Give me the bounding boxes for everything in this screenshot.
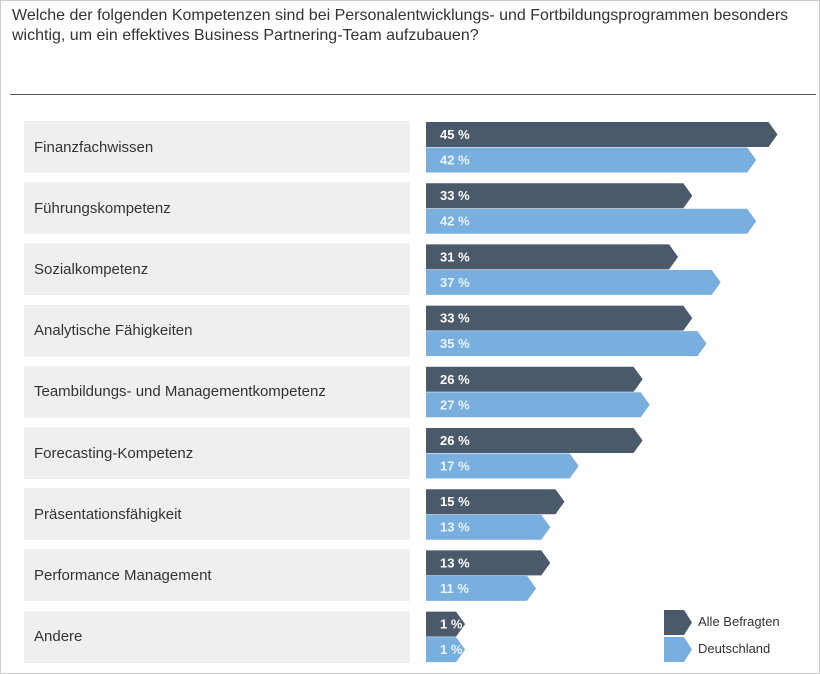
bar-alle-befragten bbox=[426, 183, 693, 209]
bar-alle-befragten bbox=[426, 366, 643, 392]
category-label: Andere bbox=[24, 610, 410, 663]
category-label: Performance Management bbox=[24, 549, 410, 602]
data-label: 13 % bbox=[440, 555, 470, 570]
data-label: 42 % bbox=[440, 153, 470, 168]
bar-deutschland bbox=[426, 575, 537, 601]
category-label: Präsentationsfähigkeit bbox=[24, 488, 410, 541]
title-divider bbox=[10, 94, 816, 95]
data-label: 37 % bbox=[440, 275, 470, 290]
bar-deutschland bbox=[426, 331, 707, 357]
category-label: Analytische Fähigkeiten bbox=[24, 304, 410, 357]
bar-alle-befragten bbox=[426, 428, 643, 453]
data-label: 15 % bbox=[440, 494, 470, 509]
bar-deutschland bbox=[426, 637, 466, 663]
category-label: Teambildungs- und Managementkompetenz bbox=[24, 365, 410, 418]
data-label: 26 % bbox=[440, 372, 470, 387]
chart-title: Welche der folgenden Kompetenzen sind be… bbox=[12, 7, 789, 44]
legend-swatch-light bbox=[664, 637, 692, 662]
legend-item-alle: Alle Befragten bbox=[664, 610, 820, 635]
data-label: 26 % bbox=[440, 433, 470, 448]
category-label: Führungskompetenz bbox=[24, 182, 410, 235]
bar-deutschland bbox=[426, 208, 757, 234]
bar-deutschland bbox=[426, 147, 757, 173]
bar-alle-befragten bbox=[426, 244, 679, 270]
bar-deutschland bbox=[426, 269, 721, 295]
bar-alle-befragten bbox=[426, 611, 466, 637]
bar-alle-befragten bbox=[426, 489, 565, 515]
bar-alle-befragten bbox=[426, 550, 551, 576]
data-label: 11 % bbox=[440, 581, 469, 596]
data-label: 1 % bbox=[440, 642, 463, 657]
bar-deutschland bbox=[426, 392, 650, 418]
legend-item-deutschland: Deutschland bbox=[664, 637, 820, 662]
data-label: 31 % bbox=[440, 249, 470, 264]
data-label: 42 % bbox=[440, 214, 470, 229]
data-label: 17 % bbox=[440, 459, 470, 474]
bar-deutschland bbox=[426, 453, 579, 479]
data-label: 33 % bbox=[440, 188, 470, 203]
bar-alle-befragten bbox=[426, 122, 778, 147]
legend-swatch-dark bbox=[664, 610, 692, 635]
category-label: Sozialkompetenz bbox=[24, 243, 410, 296]
bar-alle-befragten bbox=[426, 305, 693, 331]
data-label: 27 % bbox=[440, 397, 470, 412]
legend-label: Deutschland bbox=[698, 641, 771, 656]
legend-label: Alle Befragten bbox=[698, 614, 780, 629]
data-label: 35 % bbox=[440, 336, 470, 351]
data-label: 1 % bbox=[440, 617, 463, 632]
bar-deutschland bbox=[426, 514, 551, 540]
category-label: Forecasting-Kompetenz bbox=[24, 427, 410, 479]
data-label: 33 % bbox=[440, 311, 470, 326]
data-label: 13 % bbox=[440, 520, 470, 535]
data-label: 45 % bbox=[440, 127, 470, 142]
category-label: Finanzfachwissen bbox=[24, 121, 410, 173]
